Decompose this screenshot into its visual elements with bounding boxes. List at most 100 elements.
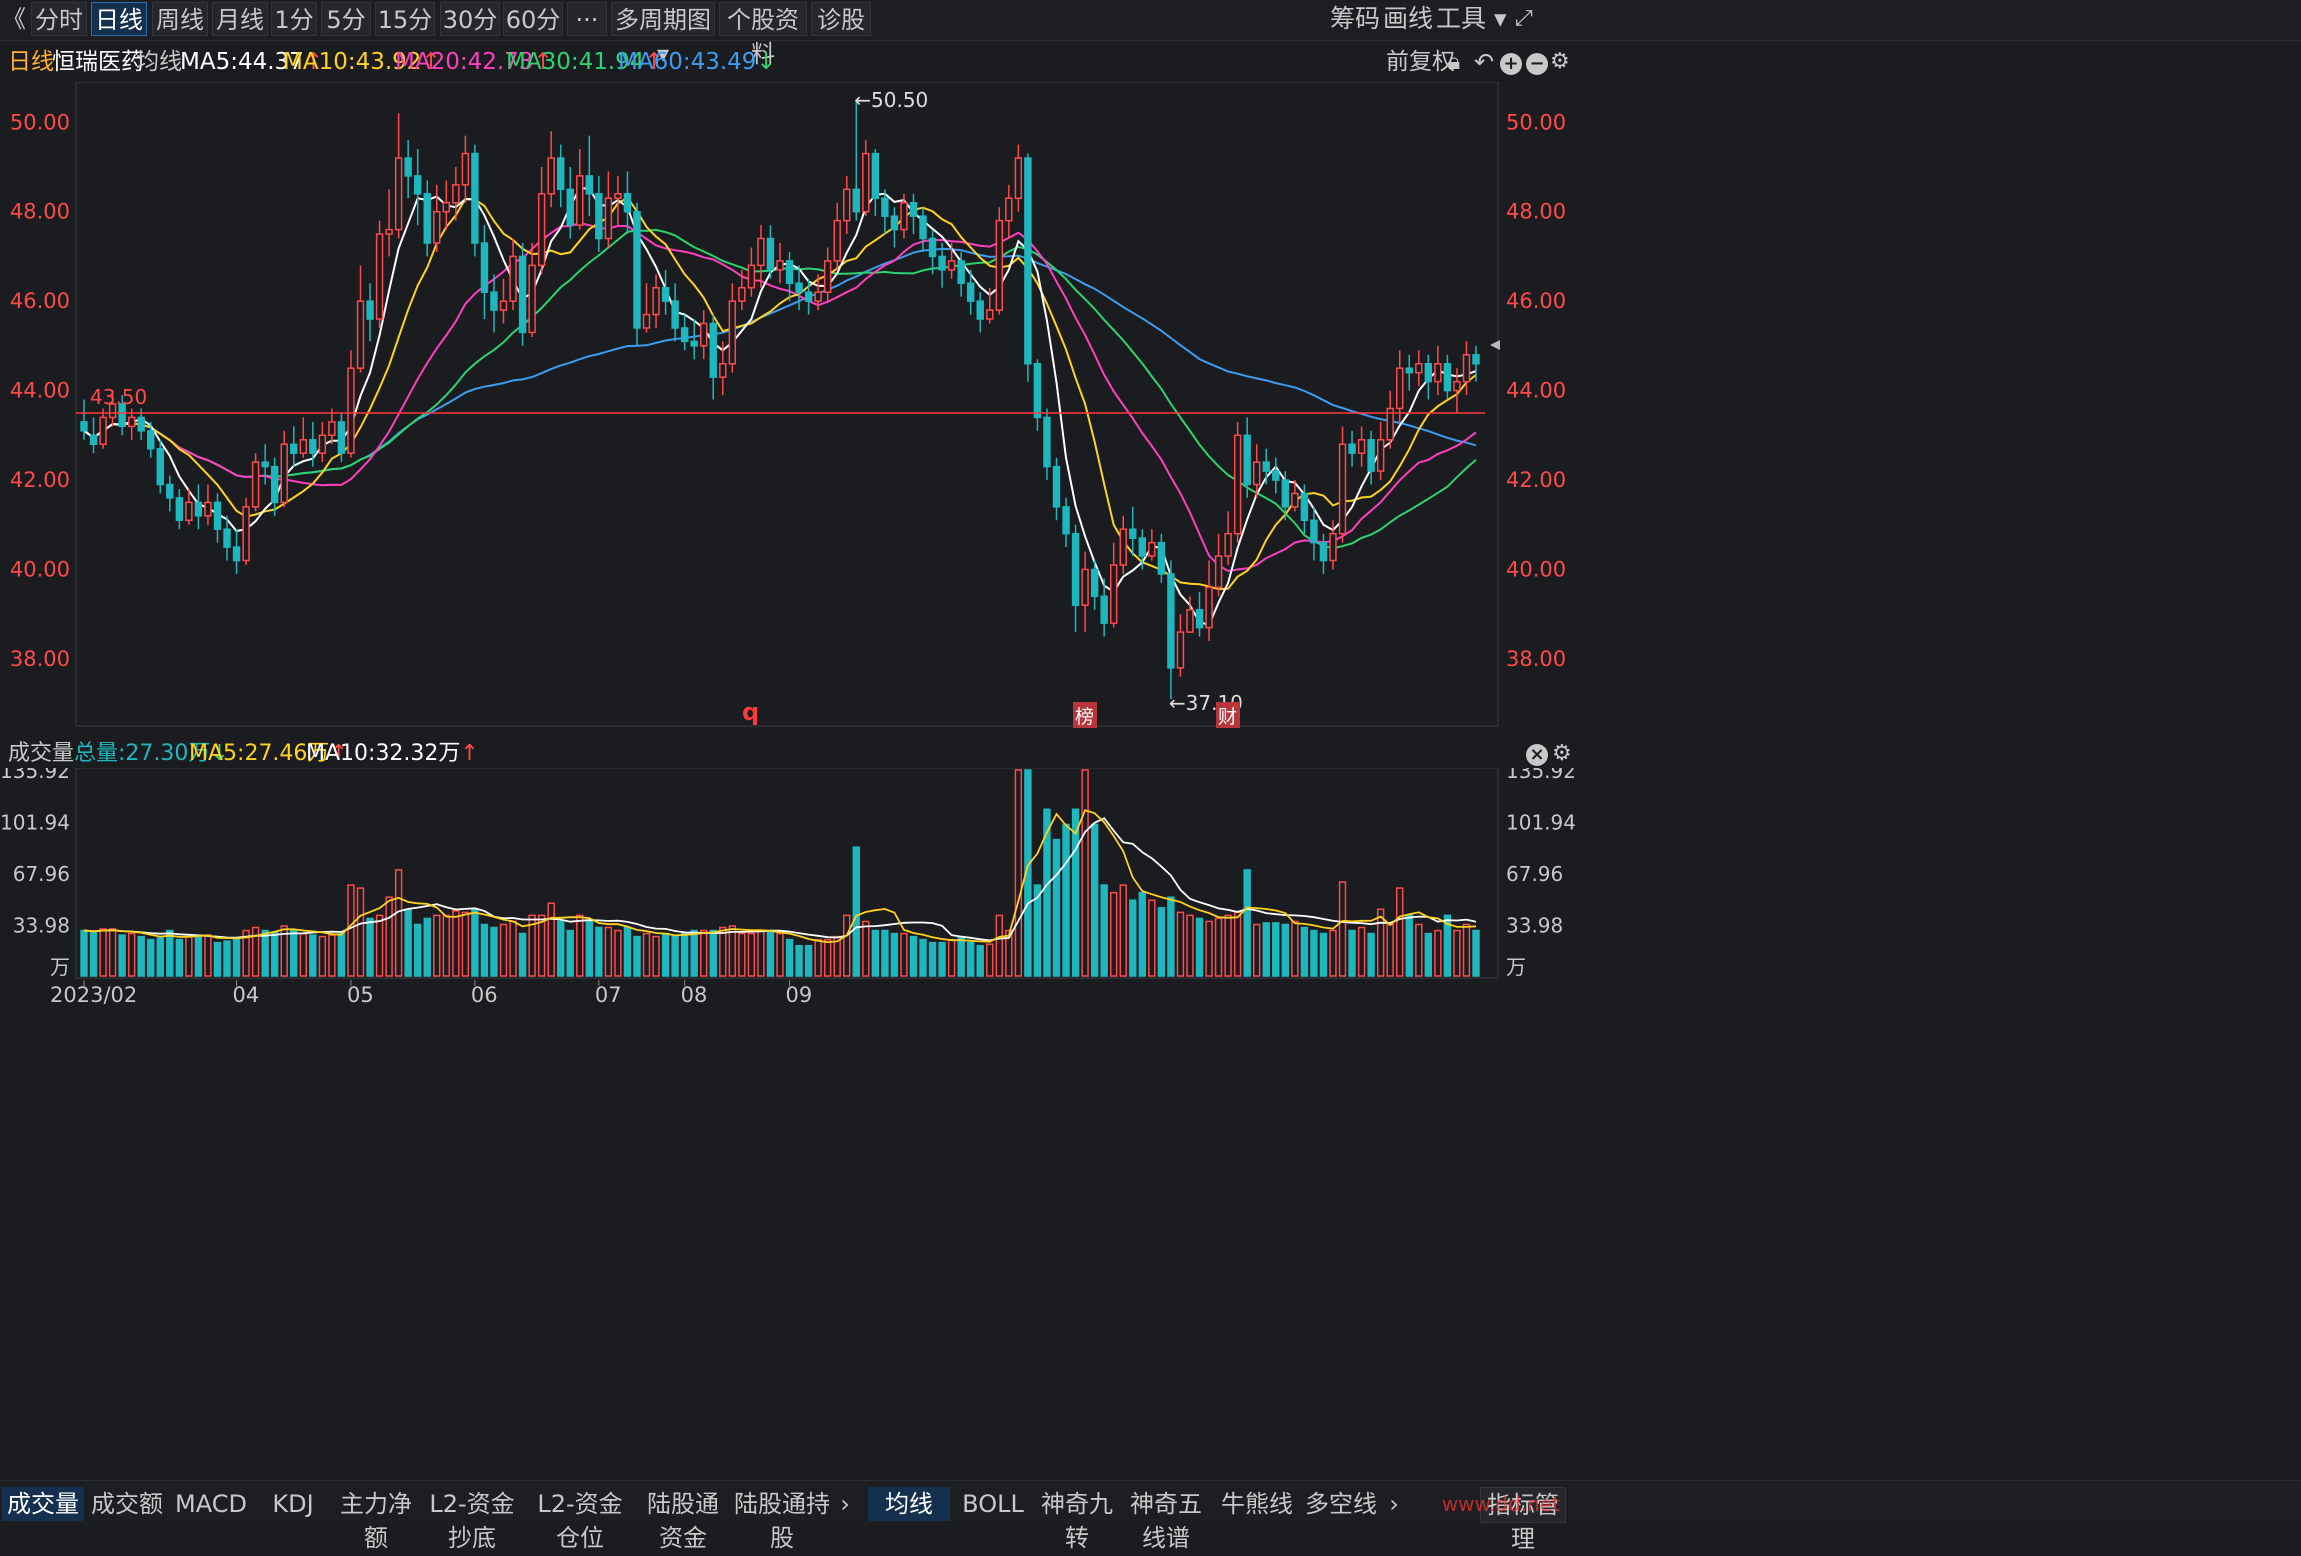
candle[interactable] (557, 144, 565, 208)
candle[interactable] (413, 149, 422, 226)
candle[interactable] (309, 421, 317, 467)
candle[interactable] (623, 171, 632, 235)
candle[interactable] (423, 180, 431, 257)
candle[interactable] (1043, 408, 1051, 481)
candle[interactable] (471, 144, 479, 257)
candle[interactable] (1081, 551, 1089, 633)
candle[interactable] (671, 283, 679, 342)
candle[interactable] (251, 453, 260, 512)
event-marker-bang[interactable]: 榜 (1073, 702, 1097, 728)
candle[interactable] (1367, 430, 1375, 485)
tools-button[interactable]: 工具 ▾ (1436, 4, 1507, 33)
candle[interactable] (1281, 471, 1290, 521)
candle[interactable] (1357, 426, 1366, 467)
candle[interactable] (881, 189, 889, 235)
candle[interactable] (1243, 417, 1251, 498)
fullscreen-icon[interactable]: ⤢ (1515, 6, 1533, 31)
candle[interactable] (461, 135, 470, 203)
tab-magic-nine[interactable]: 神奇九转 (1041, 1490, 1113, 1552)
candle[interactable] (1262, 448, 1270, 485)
candle[interactable] (1157, 533, 1166, 583)
period-button-monthly[interactable]: 月线 (212, 2, 268, 36)
candle[interactable] (1348, 430, 1356, 467)
zoom-in-icon[interactable]: + (1500, 42, 1522, 82)
candle[interactable] (766, 225, 775, 279)
tab-bull-bear[interactable]: 牛熊线 (1221, 1490, 1293, 1518)
candle[interactable] (1062, 497, 1070, 548)
candle[interactable] (947, 243, 956, 279)
candle[interactable] (986, 287, 994, 324)
candle[interactable] (1195, 591, 1204, 637)
candle[interactable] (194, 484, 203, 530)
candle[interactable] (814, 274, 822, 311)
candle[interactable] (442, 180, 451, 230)
candle[interactable] (1453, 368, 1461, 413)
draw-line-button[interactable]: 画线 (1383, 4, 1434, 33)
more-periods-button[interactable]: ··· (567, 2, 607, 36)
candle[interactable] (1396, 350, 1404, 422)
candle[interactable] (890, 207, 899, 248)
candle[interactable] (976, 292, 984, 333)
tab-macd[interactable]: MACD (175, 1490, 247, 1518)
candle[interactable] (1214, 533, 1223, 597)
candle[interactable] (356, 265, 365, 373)
candle[interactable] (966, 269, 975, 315)
candle[interactable] (1376, 421, 1385, 481)
candle[interactable] (1291, 480, 1299, 512)
candle[interactable] (1052, 457, 1061, 521)
candle[interactable] (385, 189, 393, 257)
candle[interactable] (757, 225, 765, 288)
price-chart[interactable]: 50.00 48.00 46.00 44.00 42.00 40.00 38.00 50.0… (0, 81, 2301, 734)
candle[interactable] (537, 166, 546, 275)
candle[interactable] (700, 310, 708, 360)
volume-chart-panel[interactable]: 135.92 135.92 101.94 101.94 67.96 67.96 33.98 3… (0, 759, 2301, 980)
candle[interactable] (1424, 354, 1433, 400)
candle[interactable] (213, 493, 222, 543)
back-chevron-icon[interactable]: 《 (2, 5, 26, 33)
candle[interactable] (280, 430, 288, 507)
candle[interactable] (1472, 345, 1480, 382)
candle[interactable] (1071, 524, 1080, 633)
candle[interactable] (394, 113, 403, 239)
zoom-out-icon[interactable]: − (1526, 42, 1548, 82)
tab-turnover[interactable]: 成交额 (91, 1490, 163, 1518)
candle[interactable] (1443, 354, 1452, 400)
candle[interactable] (375, 220, 384, 328)
candle[interactable] (118, 395, 126, 436)
candle[interactable] (1329, 520, 1337, 570)
candle[interactable] (185, 488, 193, 525)
candle[interactable] (680, 314, 689, 351)
period-button-60min[interactable]: 60分 (503, 2, 563, 36)
candle[interactable] (1310, 506, 1318, 561)
candle[interactable] (290, 426, 298, 467)
candle[interactable] (1386, 390, 1394, 449)
candle[interactable] (328, 408, 336, 445)
tab-l2-bottom[interactable]: L2-资金抄底 (429, 1490, 515, 1552)
scroll-right-icon[interactable]: › (1389, 1490, 1399, 1518)
candle[interactable] (1319, 533, 1328, 574)
multi-period-button[interactable]: 多周期图 ▾ (611, 2, 715, 68)
candle[interactable] (1462, 341, 1471, 396)
tab-volume[interactable]: 成交量 (2, 1487, 84, 1521)
period-button-15min[interactable]: 15分 (375, 2, 435, 36)
candle[interactable] (1205, 560, 1213, 642)
candle[interactable] (652, 274, 660, 328)
candle[interactable] (166, 475, 174, 512)
diagnose-button[interactable]: 诊股 (811, 2, 871, 36)
candle[interactable] (480, 225, 489, 320)
period-button-1min[interactable]: 1分 (271, 2, 317, 36)
tab-hk-connect-hold[interactable]: 陆股通持股 (734, 1490, 830, 1552)
tab-magic-five[interactable]: 神奇五线谱 (1130, 1490, 1202, 1552)
candle[interactable] (1176, 614, 1185, 677)
chips-button[interactable]: 筹码 (1330, 4, 1381, 33)
candle[interactable] (928, 229, 937, 275)
candle[interactable] (1148, 529, 1156, 561)
event-marker-cai[interactable]: 财 (1216, 702, 1240, 728)
period-button-5min[interactable]: 5分 (321, 2, 371, 36)
candle[interactable] (204, 484, 212, 525)
candle[interactable] (518, 243, 527, 346)
candle[interactable] (1033, 359, 1042, 431)
candle[interactable] (566, 166, 574, 239)
candle[interactable] (900, 193, 908, 239)
candle[interactable] (909, 193, 918, 235)
